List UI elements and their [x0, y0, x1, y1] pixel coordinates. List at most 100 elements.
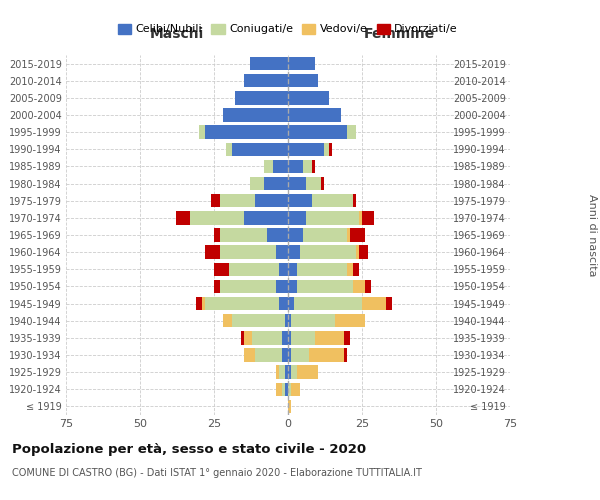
- Bar: [288, 297, 294, 310]
- Bar: [329, 142, 332, 156]
- Bar: [347, 126, 356, 139]
- Bar: [235, 91, 288, 104]
- Bar: [241, 331, 244, 344]
- Bar: [353, 194, 356, 207]
- Legend: Celibi/Nubili, Coniugati/e, Vedovi/e, Divorziati/e: Celibi/Nubili, Coniugati/e, Vedovi/e, Di…: [113, 19, 463, 39]
- Bar: [362, 211, 374, 224]
- Bar: [244, 331, 253, 344]
- Bar: [288, 211, 306, 224]
- Bar: [323, 142, 329, 156]
- Bar: [297, 262, 347, 276]
- Bar: [297, 280, 353, 293]
- Bar: [205, 297, 279, 310]
- Bar: [273, 160, 288, 173]
- Bar: [250, 57, 288, 70]
- Bar: [320, 177, 323, 190]
- Text: COMUNE DI CASTRO (BG) - Dati ISTAT 1° gennaio 2020 - Elaborazione TUTTITALIA.IT: COMUNE DI CASTRO (BG) - Dati ISTAT 1° ge…: [12, 468, 422, 477]
- Bar: [288, 262, 297, 276]
- Bar: [244, 74, 288, 88]
- Bar: [288, 366, 291, 379]
- Bar: [356, 246, 359, 259]
- Text: Femmine: Femmine: [364, 28, 434, 42]
- Bar: [350, 228, 365, 241]
- Bar: [347, 228, 350, 241]
- Bar: [291, 382, 300, 396]
- Bar: [250, 177, 265, 190]
- Bar: [253, 331, 282, 344]
- Bar: [347, 262, 353, 276]
- Bar: [276, 366, 279, 379]
- Bar: [265, 177, 288, 190]
- Bar: [223, 314, 232, 328]
- Bar: [202, 297, 205, 310]
- Bar: [344, 331, 350, 344]
- Bar: [220, 246, 276, 259]
- Bar: [291, 366, 297, 379]
- Bar: [285, 382, 288, 396]
- Bar: [214, 280, 220, 293]
- Bar: [214, 262, 229, 276]
- Bar: [282, 331, 288, 344]
- Bar: [279, 297, 288, 310]
- Bar: [303, 160, 311, 173]
- Bar: [288, 314, 291, 328]
- Bar: [359, 246, 368, 259]
- Text: Popolazione per età, sesso e stato civile - 2020: Popolazione per età, sesso e stato civil…: [12, 442, 366, 456]
- Bar: [291, 314, 335, 328]
- Bar: [279, 262, 288, 276]
- Bar: [282, 348, 288, 362]
- Bar: [205, 126, 288, 139]
- Bar: [190, 211, 244, 224]
- Bar: [335, 314, 365, 328]
- Bar: [288, 400, 291, 413]
- Bar: [223, 108, 288, 122]
- Bar: [297, 366, 317, 379]
- Bar: [276, 246, 288, 259]
- Bar: [288, 91, 329, 104]
- Bar: [306, 211, 359, 224]
- Bar: [288, 74, 317, 88]
- Bar: [276, 280, 288, 293]
- Bar: [353, 262, 359, 276]
- Bar: [288, 108, 341, 122]
- Bar: [288, 57, 314, 70]
- Bar: [288, 126, 347, 139]
- Bar: [344, 348, 347, 362]
- Bar: [285, 314, 288, 328]
- Bar: [386, 297, 392, 310]
- Bar: [306, 177, 320, 190]
- Bar: [294, 297, 362, 310]
- Bar: [279, 366, 285, 379]
- Bar: [288, 228, 303, 241]
- Bar: [226, 142, 232, 156]
- Bar: [282, 382, 285, 396]
- Bar: [288, 280, 297, 293]
- Bar: [256, 348, 282, 362]
- Bar: [285, 366, 288, 379]
- Bar: [288, 160, 303, 173]
- Bar: [303, 228, 347, 241]
- Bar: [276, 382, 282, 396]
- Bar: [229, 262, 279, 276]
- Bar: [220, 194, 256, 207]
- Bar: [220, 228, 267, 241]
- Bar: [365, 280, 371, 293]
- Text: Maschi: Maschi: [150, 28, 204, 42]
- Bar: [196, 297, 202, 310]
- Bar: [288, 348, 291, 362]
- Bar: [256, 194, 288, 207]
- Bar: [300, 246, 356, 259]
- Bar: [288, 382, 291, 396]
- Bar: [362, 297, 386, 310]
- Bar: [314, 331, 344, 344]
- Y-axis label: Fasce di età: Fasce di età: [0, 198, 4, 272]
- Bar: [288, 177, 306, 190]
- Bar: [176, 211, 190, 224]
- Bar: [232, 142, 288, 156]
- Bar: [265, 160, 273, 173]
- Bar: [288, 194, 311, 207]
- Bar: [214, 228, 220, 241]
- Bar: [205, 246, 220, 259]
- Bar: [232, 314, 285, 328]
- Text: Anni di nascita: Anni di nascita: [587, 194, 597, 276]
